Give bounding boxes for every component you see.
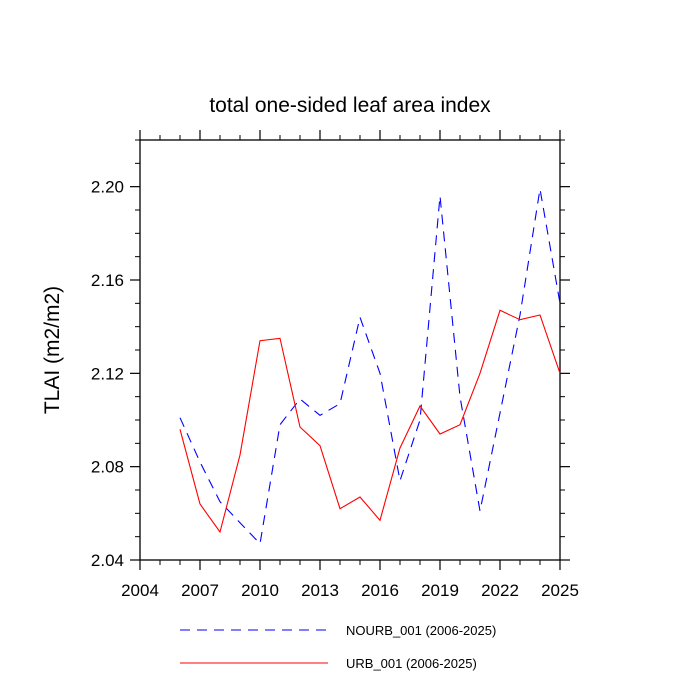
plot-frame [139, 139, 561, 561]
x-tick-label: 2007 [181, 581, 219, 600]
x-tick-label: 2004 [121, 581, 159, 600]
x-tick-label: 2016 [361, 581, 399, 600]
x-tick-label: 2010 [241, 581, 279, 600]
y-tick-label: 2.16 [91, 271, 124, 290]
chart-title: total one-sided leaf area index [209, 94, 491, 117]
series-line-urb_001 [179, 309, 561, 534]
y-axis-label: TLAI (m2/m2) [41, 286, 64, 414]
y-tick-label: 2.08 [91, 458, 124, 477]
plot-area: 2004 2007 2010 2013 2016 2019 2022 2025 2.04 2.08… [91, 130, 579, 600]
legend-label: NOURB_001 (2006-2025) [346, 623, 496, 638]
x-tick-label: 2022 [481, 581, 519, 600]
series-line-nourb_001 [179, 188, 561, 545]
x-tick-label: 2019 [421, 581, 459, 600]
y-tick-label: 2.20 [91, 178, 124, 197]
legend-label: URB_001 (2006-2025) [346, 656, 477, 671]
y-tick-label: 2.04 [91, 551, 124, 570]
x-tick-label: 2013 [301, 581, 339, 600]
x-tick-label: 2025 [541, 581, 579, 600]
legend: NOURB_001 (2006-2025) URB_001 (2006-2025) [180, 623, 496, 671]
y-tick-label: 2.12 [91, 364, 124, 383]
